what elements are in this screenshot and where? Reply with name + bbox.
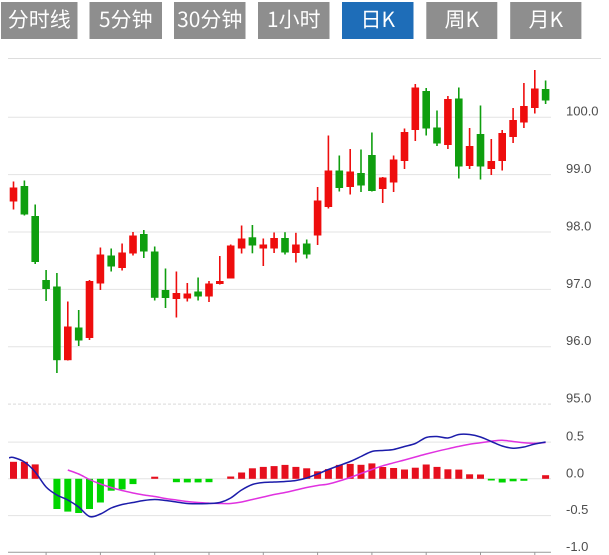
svg-text:-0.5: -0.5 xyxy=(566,502,588,517)
svg-text:-1.0: -1.0 xyxy=(566,539,588,554)
svg-text:97.0: 97.0 xyxy=(566,276,591,291)
svg-text:95.0: 95.0 xyxy=(566,390,591,405)
svg-text:98.0: 98.0 xyxy=(566,219,591,234)
svg-text:100.0: 100.0 xyxy=(566,104,599,119)
svg-text:99.0: 99.0 xyxy=(566,161,591,176)
svg-text:96.0: 96.0 xyxy=(566,333,591,348)
svg-text:0.5: 0.5 xyxy=(566,429,584,444)
svg-text:0.0: 0.0 xyxy=(566,466,584,481)
